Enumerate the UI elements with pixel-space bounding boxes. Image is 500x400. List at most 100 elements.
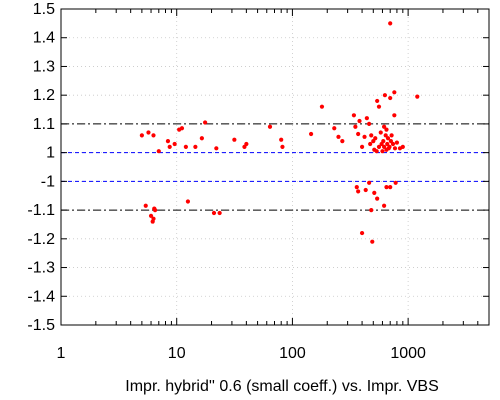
data-point [280, 144, 285, 149]
data-point [400, 144, 405, 149]
plot-frame [60, 8, 490, 326]
data-point [367, 180, 372, 185]
data-point [415, 94, 420, 99]
data-point [390, 141, 396, 147]
data-point [385, 136, 391, 141]
x-tick-label: 10 [168, 345, 186, 362]
y-tick-label: -1.1 [27, 202, 55, 219]
data-point [387, 144, 392, 149]
data-point [393, 180, 398, 185]
data-point [356, 131, 361, 137]
data-point [380, 149, 385, 154]
data-point [151, 216, 156, 221]
y-tick-label: 1.5 [33, 1, 55, 18]
data-point [183, 144, 188, 149]
x-axis-label: Impr. hybrid'' 0.6 (small coeff.) vs. Im… [125, 378, 438, 395]
data-point [370, 239, 375, 244]
data-point [388, 185, 393, 190]
data-point [193, 144, 198, 149]
y-tick-label: -1.2 [27, 231, 55, 248]
data-point [340, 139, 345, 144]
x-axis-ticks: 1 10 100 1000 [57, 9, 490, 362]
data-point [375, 98, 380, 104]
reference-lines [61, 123, 489, 211]
data-point [356, 189, 361, 194]
y-tick-label: 1 [46, 145, 55, 162]
data-point [375, 196, 380, 201]
data-point [172, 141, 177, 147]
data-point [368, 141, 373, 147]
data-point [156, 149, 161, 154]
data-point [389, 133, 394, 138]
data-point [199, 136, 204, 141]
data-point [217, 210, 222, 216]
data-point [364, 116, 369, 121]
data-point [392, 90, 397, 95]
data-point [244, 141, 249, 147]
data-point [382, 124, 387, 129]
y-tick-label: 1.2 [33, 87, 55, 104]
data-point [146, 130, 151, 135]
data-point [374, 149, 379, 154]
y-tick-label: 1.4 [33, 30, 55, 47]
data-point [152, 207, 158, 213]
data-point [369, 133, 374, 138]
data-point [394, 140, 400, 145]
data-point [203, 120, 208, 125]
data-point [369, 207, 374, 213]
y-tick-label: -1.5 [27, 317, 55, 334]
data-point [376, 104, 382, 109]
data-point [151, 133, 156, 138]
data-point [214, 146, 219, 151]
x-tick-label: 1 [57, 345, 66, 362]
data-point [185, 199, 191, 204]
data-point [139, 133, 144, 138]
x-tick-label: 1000 [390, 345, 426, 362]
data-point [353, 124, 358, 129]
y-tick-label: 1.1 [33, 116, 55, 133]
data-point [392, 113, 397, 118]
data-point [336, 134, 341, 139]
data-point [372, 190, 377, 195]
y-tick-label: -1.3 [27, 260, 55, 277]
data-point [165, 139, 171, 144]
data-point [384, 127, 389, 132]
data-point [148, 213, 154, 218]
data-point [363, 187, 368, 193]
y-axis-ticks: 1.5 1.4 1.3 1.2 1.1 1 -1 -1.1 -1.2 -1.3 -1.4 -1.5 [27, 1, 489, 334]
data-point [167, 144, 172, 149]
data-point [362, 134, 367, 139]
data-point [383, 133, 388, 138]
data-point [354, 185, 359, 190]
data-point [388, 21, 393, 26]
grid-lines [61, 8, 489, 326]
data-point [384, 185, 389, 190]
data-point [319, 104, 325, 109]
y-tick-label: -1.4 [27, 288, 55, 305]
data-point [357, 118, 362, 124]
data-points [139, 21, 420, 244]
data-point [367, 121, 372, 127]
data-point [267, 124, 273, 129]
data-point [388, 95, 393, 101]
data-point [332, 126, 337, 131]
data-point [385, 141, 390, 147]
x-tick-label: 100 [279, 345, 306, 362]
data-point [143, 203, 148, 208]
data-point [381, 139, 386, 144]
data-point [373, 136, 378, 141]
data-point [382, 203, 387, 208]
data-point [232, 137, 237, 142]
data-point [376, 144, 382, 149]
data-point [378, 130, 383, 135]
data-point [359, 144, 365, 149]
data-point [359, 230, 365, 236]
data-point [211, 210, 217, 216]
data-point [308, 131, 314, 137]
data-point [279, 137, 284, 142]
y-tick-label: 1.3 [33, 58, 55, 75]
data-point [179, 126, 185, 131]
data-point [351, 113, 357, 118]
data-point [392, 146, 398, 151]
